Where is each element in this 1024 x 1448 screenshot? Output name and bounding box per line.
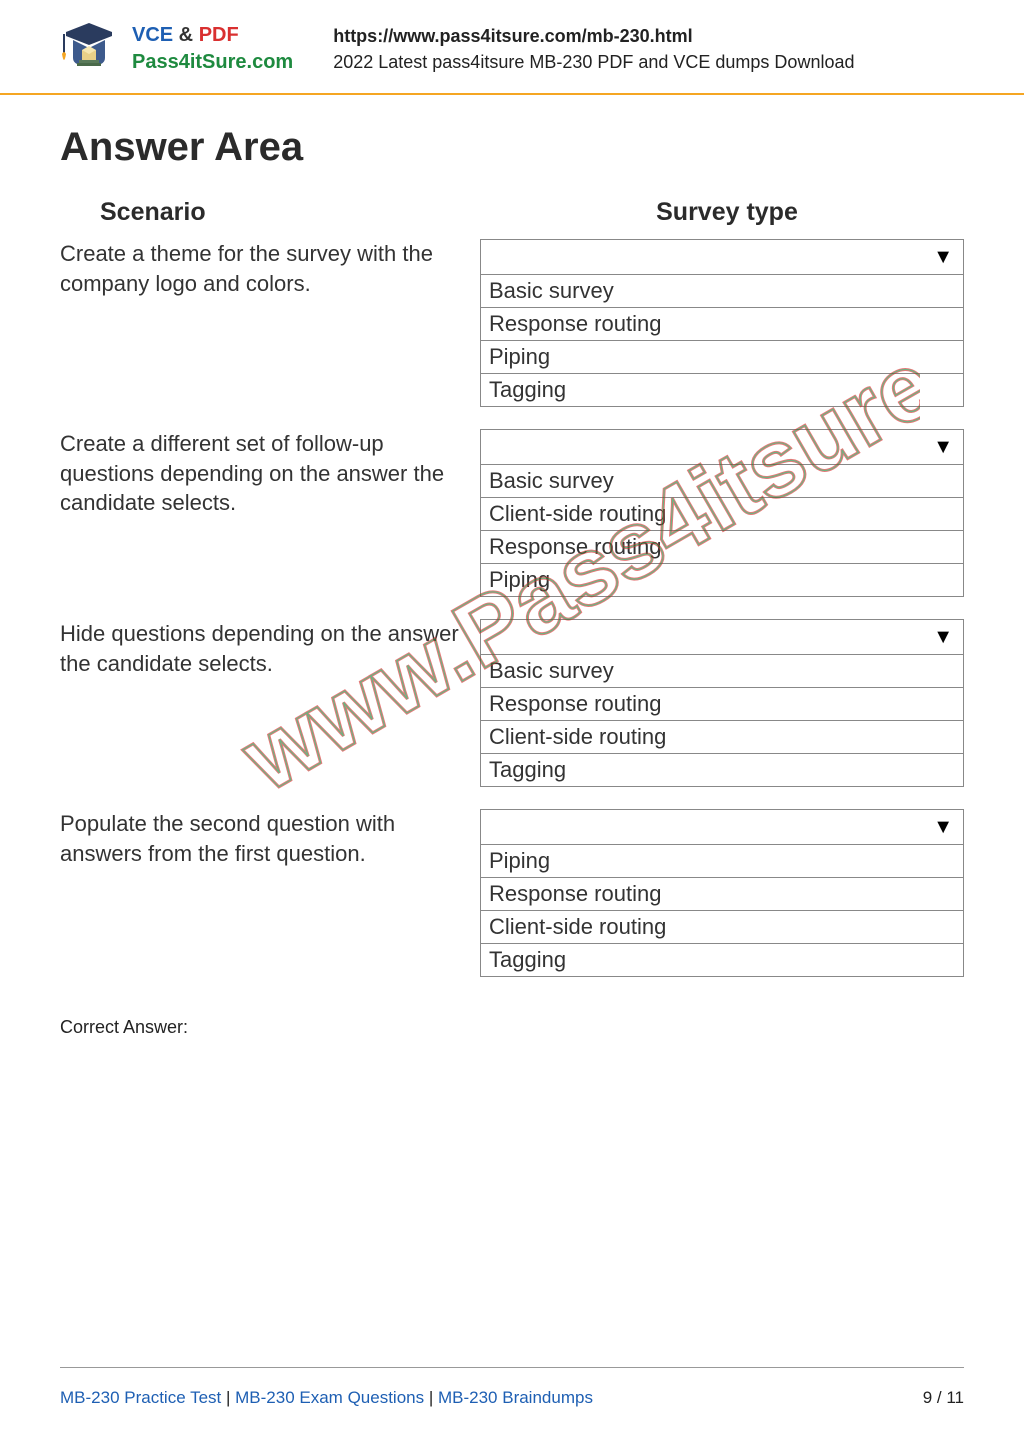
logo-area: VCE & PDF Pass4itSure.com <box>60 20 293 78</box>
dropdown-option[interactable]: Tagging <box>481 943 963 976</box>
header-url-block: https://www.pass4itsure.com/mb-230.html … <box>333 23 854 75</box>
survey-type-header: Survey type <box>490 198 964 227</box>
header-url: https://www.pass4itsure.com/mb-230.html <box>333 23 854 49</box>
correct-answer-label: Correct Answer: <box>60 1017 964 1038</box>
footer-links: MB-230 Practice Test | MB-230 Exam Quest… <box>60 1388 593 1408</box>
dropdown-option[interactable]: Basic survey <box>481 655 963 687</box>
logo-text: VCE & PDF Pass4itSure.com <box>132 22 293 76</box>
footer-sep: | <box>424 1388 438 1407</box>
footer-sep: | <box>221 1388 235 1407</box>
dropdown-option[interactable]: Basic survey <box>481 275 963 307</box>
survey-type-dropdown-2[interactable]: ▼ Basic survey Client-side routing Respo… <box>480 429 964 597</box>
scenario-row-1: Create a theme for the survey with the c… <box>60 239 964 407</box>
dropdown-option[interactable]: Tagging <box>481 753 963 786</box>
logo-pdf: PDF <box>199 24 239 46</box>
dropdown-option[interactable]: Client-side routing <box>481 720 963 753</box>
footer-link-braindumps[interactable]: MB-230 Braindumps <box>438 1388 593 1407</box>
header-subtitle: 2022 Latest pass4itsure MB-230 PDF and V… <box>333 49 854 75</box>
dropdown-options-1: Basic survey Response routing Piping Tag… <box>480 275 964 407</box>
footer-divider <box>60 1367 964 1368</box>
page-number: 9 / 11 <box>923 1388 964 1408</box>
scenario-row-2: Create a different set of follow-up ques… <box>60 429 964 597</box>
scenario-header: Scenario <box>60 198 480 227</box>
logo-site: Pass4itSure.com <box>132 49 293 76</box>
answer-area-title: Answer Area <box>60 125 964 170</box>
dropdown-option[interactable]: Tagging <box>481 373 963 406</box>
dropdown-option[interactable]: Response routing <box>481 877 963 910</box>
dropdown-options-4: Piping Response routing Client-side rout… <box>480 845 964 977</box>
scenario-row-3: Hide questions depending on the answer t… <box>60 619 964 787</box>
logo-amp: & <box>173 24 199 46</box>
dropdown-option[interactable]: Piping <box>481 340 963 373</box>
page-footer: MB-230 Practice Test | MB-230 Exam Quest… <box>60 1372 964 1408</box>
scenario-text-1: Create a theme for the survey with the c… <box>60 239 480 397</box>
dropdown-options-2: Basic survey Client-side routing Respons… <box>480 465 964 597</box>
dropdown-option[interactable]: Client-side routing <box>481 497 963 530</box>
dropdown-option[interactable]: Piping <box>481 845 963 877</box>
chevron-down-icon: ▼ <box>933 626 953 649</box>
chevron-down-icon: ▼ <box>933 436 953 459</box>
logo-vce: VCE <box>132 24 173 46</box>
dropdown-selected-2[interactable]: ▼ <box>480 429 964 465</box>
dropdown-option[interactable]: Basic survey <box>481 465 963 497</box>
survey-type-dropdown-4[interactable]: ▼ Piping Response routing Client-side ro… <box>480 809 964 977</box>
survey-type-dropdown-3[interactable]: ▼ Basic survey Response routing Client-s… <box>480 619 964 787</box>
dropdown-option[interactable]: Response routing <box>481 687 963 720</box>
scenario-text-3: Hide questions depending on the answer t… <box>60 619 480 777</box>
scenario-row-4: Populate the second question with answer… <box>60 809 964 977</box>
dropdown-option[interactable]: Response routing <box>481 530 963 563</box>
footer-link-practice-test[interactable]: MB-230 Practice Test <box>60 1388 221 1407</box>
footer-link-exam-questions[interactable]: MB-230 Exam Questions <box>235 1388 424 1407</box>
page-header: VCE & PDF Pass4itSure.com https://www.pa… <box>0 0 1024 95</box>
column-headers-row: Scenario Survey type <box>60 198 964 239</box>
dropdown-selected-4[interactable]: ▼ <box>480 809 964 845</box>
scenario-text-4: Populate the second question with answer… <box>60 809 480 967</box>
logo-icon <box>60 20 118 78</box>
chevron-down-icon: ▼ <box>933 246 953 269</box>
dropdown-option[interactable]: Response routing <box>481 307 963 340</box>
dropdown-options-3: Basic survey Response routing Client-sid… <box>480 655 964 787</box>
dropdown-option[interactable]: Piping <box>481 563 963 596</box>
survey-type-dropdown-1[interactable]: ▼ Basic survey Response routing Piping T… <box>480 239 964 407</box>
dropdown-option[interactable]: Client-side routing <box>481 910 963 943</box>
dropdown-selected-3[interactable]: ▼ <box>480 619 964 655</box>
content-area: Answer Area Scenario Survey type Create … <box>0 95 1024 1038</box>
chevron-down-icon: ▼ <box>933 816 953 839</box>
dropdown-selected-1[interactable]: ▼ <box>480 239 964 275</box>
scenario-text-2: Create a different set of follow-up ques… <box>60 429 480 587</box>
